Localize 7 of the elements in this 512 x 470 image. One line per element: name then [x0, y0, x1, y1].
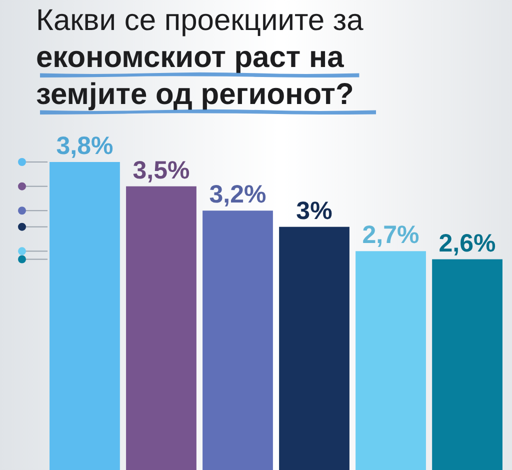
- data-label: 3,5%: [132, 156, 190, 184]
- data-label: 2,6%: [438, 229, 496, 258]
- data-label: 3,8%: [56, 132, 114, 160]
- data-label: 2,7%: [362, 221, 420, 250]
- chart-title: Какви се проекциите за економскиот раст на земјите од регионот?: [36, 4, 364, 111]
- data-label: 3,2%: [209, 180, 266, 209]
- data-label: 3%: [296, 196, 332, 225]
